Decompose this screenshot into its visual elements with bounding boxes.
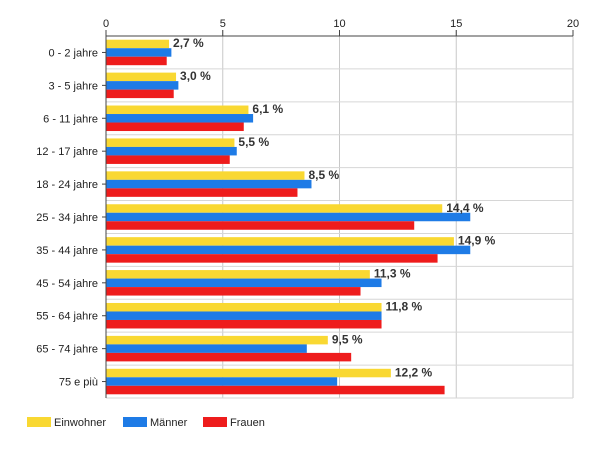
bar-frauen: [106, 385, 445, 395]
bar-einwohner: [106, 302, 382, 312]
category-label: 65 - 74 jahre: [36, 344, 98, 356]
bar-frauen: [106, 122, 244, 132]
category-labels: 0 - 2 jahre 3 - 5 jahre 6 - 11 jahre 12 - 1…: [36, 47, 98, 388]
bar-einwohner: [106, 138, 235, 147]
data-label: 3,0 %: [180, 69, 211, 83]
bar-männer: [106, 146, 237, 156]
bar-männer: [106, 212, 471, 222]
data-label: 12,2 %: [395, 365, 433, 379]
bar-frauen: [106, 188, 298, 197]
bar-männer: [106, 81, 179, 90]
bar-männer: [106, 344, 307, 353]
bar-frauen: [106, 89, 174, 99]
bar-frauen: [106, 287, 361, 296]
bar-frauen: [106, 221, 415, 230]
x-tick-label: 15: [450, 18, 462, 30]
category-label: 25 - 34 jahre: [36, 212, 98, 224]
data-label: 14,4 %: [446, 201, 484, 215]
category-label: 6 - 11 jahre: [43, 113, 98, 125]
bar-einwohner: [106, 39, 170, 49]
axes: [102, 30, 573, 398]
data-label: 6,1 %: [252, 102, 283, 116]
data-label: 11,3 %: [374, 267, 411, 281]
bar-einwohner: [106, 270, 370, 279]
data-label: 14,9 %: [458, 234, 496, 248]
category-label: 45 - 54 jahre: [36, 278, 98, 290]
data-label: 11,8 %: [386, 299, 423, 313]
category-label: 55 - 64 jahre: [36, 311, 98, 323]
category-label: 75 e più: [59, 377, 98, 389]
bar-frauen: [106, 155, 230, 164]
legend-label-frauen: Frauen: [230, 417, 265, 429]
category-label: 18 - 24 jahre: [36, 179, 98, 191]
bar-männer: [106, 377, 338, 386]
bar-frauen: [106, 254, 438, 263]
category-label: 0 - 2 jahre: [48, 47, 98, 59]
data-labels: 2,7 % 3,0 % 6,1 % 5,5 % 8,5 % 14,4 % 14,9 % 11,…: [173, 36, 496, 379]
x-tick-label: 5: [220, 18, 226, 30]
legend-swatch-männer: [123, 417, 147, 427]
bar-frauen: [106, 319, 382, 329]
bar-einwohner: [106, 171, 305, 180]
x-tick-label: 0: [103, 18, 109, 30]
bar-männer: [106, 311, 382, 320]
bar-einwohner: [106, 368, 391, 378]
category-label: 3 - 5 jahre: [48, 80, 98, 92]
category-label: 35 - 44 jahre: [36, 245, 98, 257]
bar-männer: [106, 48, 172, 57]
bar-frauen: [106, 56, 167, 66]
legend: Einwohner Männer Frauen: [27, 417, 265, 429]
bar-einwohner: [106, 72, 177, 82]
data-label: 5,5 %: [238, 135, 269, 149]
bars: [106, 39, 471, 395]
bar-männer: [106, 179, 312, 189]
bar-einwohner: [106, 335, 328, 345]
x-tick-label: 20: [567, 18, 579, 30]
bar-männer: [106, 278, 382, 288]
data-label: 9,5 %: [332, 332, 363, 346]
legend-label-männer: Männer: [150, 417, 188, 429]
bar-frauen: [106, 352, 352, 362]
legend-label-einwohner: Einwohner: [54, 417, 106, 429]
x-tick-label: 10: [333, 18, 345, 30]
data-label: 8,5 %: [308, 168, 339, 182]
legend-swatch-frauen: [203, 417, 227, 427]
x-axis-ticks: 0 5 10 15 20: [103, 18, 579, 36]
bar-männer: [106, 114, 254, 123]
bar-einwohner: [106, 237, 454, 246]
bar-einwohner: [106, 204, 443, 213]
legend-swatch-einwohner: [27, 417, 51, 427]
bar-männer: [106, 245, 471, 255]
bar-einwohner: [106, 105, 249, 115]
data-label: 2,7 %: [173, 36, 204, 50]
category-label: 12 - 17 jahre: [36, 146, 98, 158]
